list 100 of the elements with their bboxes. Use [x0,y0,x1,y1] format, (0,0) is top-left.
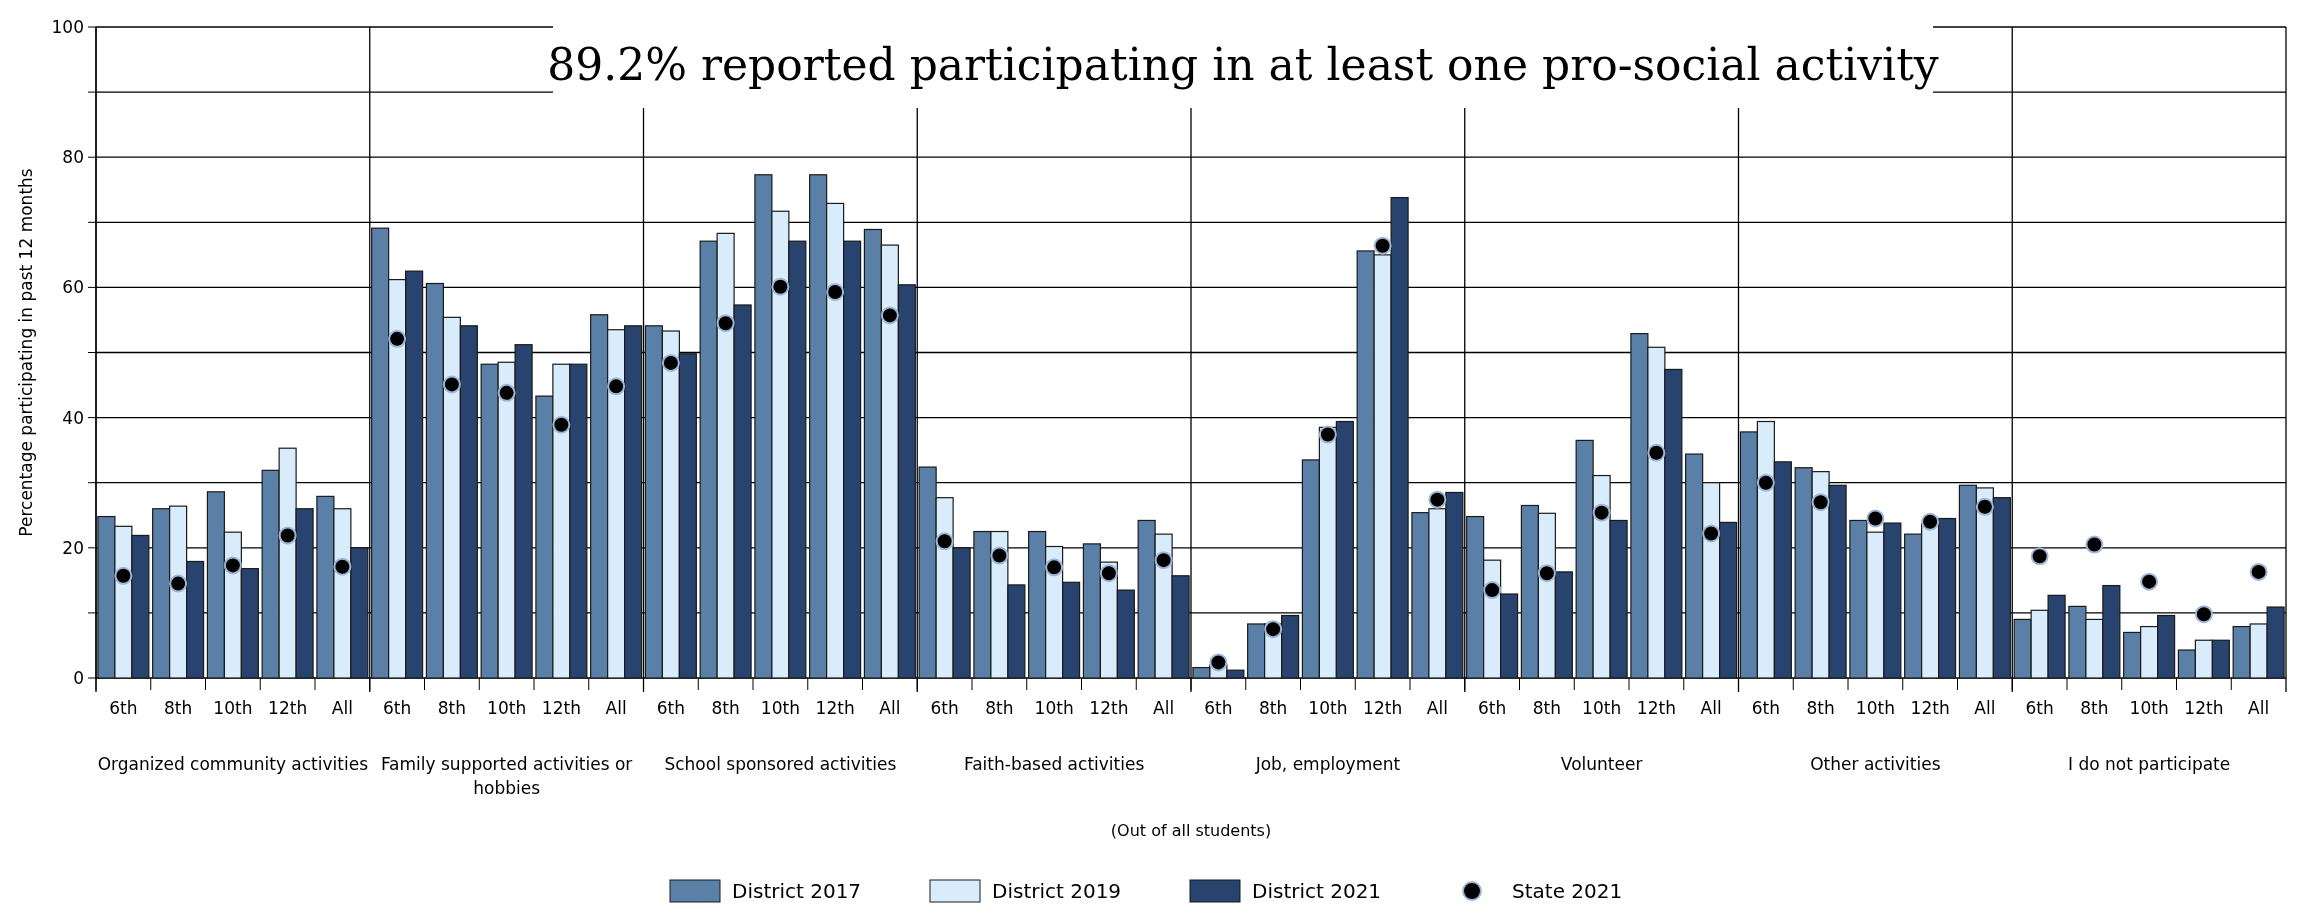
point [278,526,297,545]
point [2194,605,2213,624]
y-tick-label: 100 [51,16,84,37]
point [1099,564,1118,583]
x-tick-label: All [1974,698,1996,718]
x-tick-label: 10th [1308,698,1348,718]
text: School sponsored activities [664,754,897,774]
x-tick-label: 12th [1363,698,1403,718]
point [1811,493,1830,512]
x-tick-label: 6th [2025,698,2054,718]
point [1045,558,1064,577]
point [552,415,571,434]
x-tick-label: 6th [1751,698,1781,718]
point [388,329,407,348]
text: Faith-based activities [963,754,1145,774]
legend-label: District 2019 [992,879,1122,903]
point [2085,535,2104,554]
point [1866,509,1885,528]
point [1428,490,1447,509]
text: Volunteer [1560,754,1643,774]
x-tick-label: All [2248,698,2270,718]
chart-title: 89.2% reported participating in at least one pro-social activity [547,39,1939,90]
text: Job, employment [1254,754,1401,774]
point [880,306,899,325]
x-tick-label: All [331,698,353,718]
x-tick-label: 10th [2129,698,2169,718]
x-tick-label: 10th [1855,698,1895,718]
point [2140,572,2159,591]
point [223,556,242,575]
point [990,546,1009,565]
x-tick-label: 10th [213,698,253,718]
x-tick-label: 12th [541,698,581,718]
x-tick-label: 10th [487,698,527,718]
x-tick-label: 8th [985,698,1014,718]
x-tick-label: 12th [1636,698,1676,718]
point [1702,524,1721,543]
x-tick-label: 8th [163,698,193,718]
point [1264,620,1283,639]
point [1756,473,1775,492]
x-tick-label: 12th [815,698,855,718]
text: Family supported activities or hobbies [380,754,633,798]
x-tick-label: 12th [2184,698,2224,718]
x-tick-label: All [879,698,901,718]
point [1209,653,1228,672]
point [1373,236,1392,255]
point [607,377,626,396]
x-tick-label: 8th [711,698,740,718]
x-tick-label: 6th [382,698,412,718]
x-tick-label: All [1426,698,1448,718]
point [1483,581,1502,600]
x-tick-label: All [1700,698,1722,718]
point [1592,503,1611,522]
y-tick-label: 60 [62,277,84,298]
y-axis-title: Percentage participating in past 12 months [16,168,36,537]
x-tick-label: 10th [1034,698,1074,718]
point [2249,562,2268,581]
x-tick-label: 6th [1477,698,1507,718]
x-tick-label: 8th [1258,698,1288,718]
point [2030,547,2049,566]
point [442,375,461,394]
text: Organized community activities [97,754,369,774]
point [771,277,790,296]
x-tick-label: 12th [1910,698,1950,718]
legend-label: District 2021 [1252,879,1382,903]
x-tick-label: 8th [437,698,467,718]
point [1318,425,1337,444]
text: (Out of all students) [1110,821,1272,840]
x-tick-label: 6th [656,698,686,718]
x-tick-label: 6th [1204,698,1233,718]
x-tick-label: 10th [1582,698,1622,718]
point [716,314,735,333]
x-tick-label: 8th [2080,698,2109,718]
x-tick-label: All [1153,698,1175,718]
y-tick-label: 20 [62,537,84,558]
x-tick-label: 8th [1532,698,1562,718]
point [1537,564,1556,583]
point [1154,551,1173,570]
point [1975,497,1994,516]
x-tick-label: 8th [1806,698,1835,718]
x-tick-label: 10th [760,698,800,718]
legend-label: District 2017 [732,879,862,903]
x-tick-label: 12th [268,698,308,718]
y-tick-label: 40 [62,407,84,428]
y-tick-label: 80 [62,147,84,168]
x-tick-label: 6th [109,698,138,718]
legend-label: State 2021 [1512,879,1623,903]
y-tick-label: 0 [73,667,84,688]
point [114,566,133,585]
point [826,282,845,301]
x-tick-label: 12th [1089,698,1129,718]
point [935,532,954,551]
text: Other activities [1810,754,1941,774]
x-tick-label: 6th [930,698,959,718]
text: I do not participate [2068,754,2231,774]
x-tick-label: All [605,698,627,718]
point [169,574,188,593]
point [333,557,352,576]
point [661,353,680,372]
point [497,383,516,402]
point [1921,512,1940,531]
